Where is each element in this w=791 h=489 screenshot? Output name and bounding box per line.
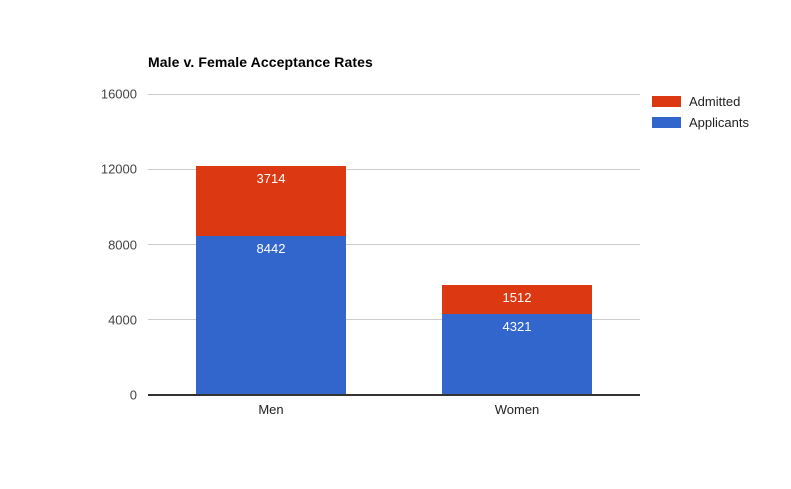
plot-area: 8442 3714 4321 1512 bbox=[148, 93, 640, 396]
bar-segment-admitted[interactable]: 3714 bbox=[196, 166, 346, 237]
gridline bbox=[148, 319, 640, 321]
x-axis-labels: Men Women bbox=[148, 402, 640, 422]
legend-label: Applicants bbox=[689, 115, 749, 130]
chart-title: Male v. Female Acceptance Rates bbox=[148, 54, 373, 70]
x-axis-line bbox=[148, 394, 640, 396]
category-label-women: Women bbox=[494, 402, 540, 417]
y-tick-label: 4000 bbox=[108, 312, 137, 328]
y-tick-label: 8000 bbox=[108, 237, 137, 252]
bar-value-label: 4321 bbox=[502, 318, 532, 334]
gridline bbox=[148, 168, 640, 170]
y-tick-label: 12000 bbox=[100, 161, 137, 177]
legend-swatch-applicants bbox=[652, 117, 681, 128]
gridline bbox=[148, 93, 640, 95]
legend: Admitted Applicants bbox=[652, 94, 749, 136]
gridline bbox=[148, 244, 640, 245]
bar-men[interactable]: 8442 3714 bbox=[196, 94, 346, 395]
bar-segment-admitted[interactable]: 1512 bbox=[442, 285, 592, 314]
bar-value-label: 3714 bbox=[256, 171, 286, 187]
bar-value-label: 1512 bbox=[502, 290, 532, 306]
legend-entry-admitted[interactable]: Admitted bbox=[652, 94, 749, 109]
bar-segment-applicants[interactable]: 8442 bbox=[196, 236, 346, 395]
bar-women[interactable]: 4321 1512 bbox=[442, 94, 592, 395]
legend-swatch-admitted bbox=[652, 96, 681, 107]
legend-entry-applicants[interactable]: Applicants bbox=[652, 115, 749, 130]
category-label-men: Men bbox=[258, 402, 284, 417]
bar-segment-applicants[interactable]: 4321 bbox=[442, 313, 592, 395]
y-axis-labels: 16000 12000 8000 4000 0 bbox=[0, 87, 137, 403]
legend-label: Admitted bbox=[689, 94, 741, 109]
bar-value-label: 8442 bbox=[256, 241, 286, 257]
y-tick-label: 0 bbox=[129, 387, 137, 403]
y-tick-label: 16000 bbox=[100, 86, 137, 102]
